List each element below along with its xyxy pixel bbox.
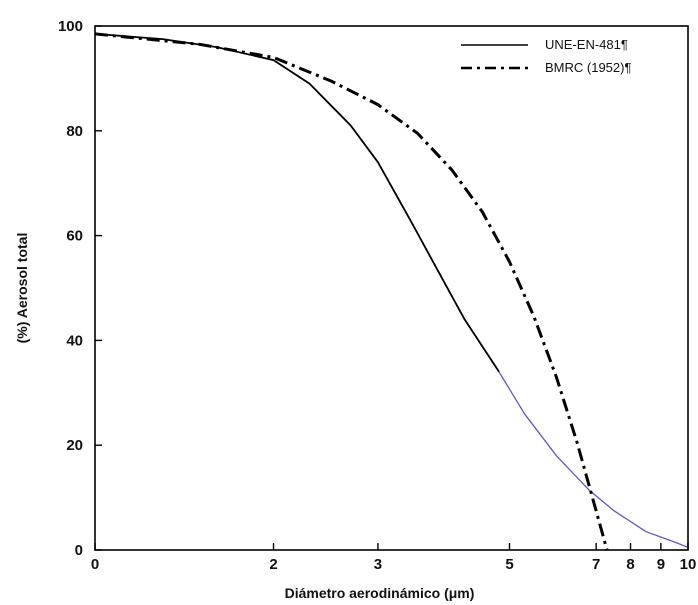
y-tick-label: 20 [66,437,83,454]
x-tick-label: 5 [505,556,513,573]
x-tick-label: 2 [269,556,277,573]
series-layer [94,32,689,551]
y-tick-label: 0 [75,542,83,559]
legend-label: BMRC (1952)¶ [545,60,631,75]
y-axis-title: (%) Aerosol total [14,233,30,344]
x-tick-label: 10 [680,556,697,573]
y-tick-label: 60 [66,228,83,245]
series-bmrc-1952-line [94,32,609,551]
plot-area-border [94,25,689,551]
legend: UNE-EN-481¶ BMRC (1952)¶ [461,37,631,75]
series-fitted-curve-line [94,33,689,549]
plot-frame [94,25,689,551]
ticks-layer: 0 20 40 60 80 100 0 2 3 5 7 8 9 10 [58,18,696,573]
x-tick-label: 7 [592,556,600,573]
series-une-en-481-line [94,33,500,373]
x-tick-label: 9 [657,556,665,573]
y-tick-label: 100 [58,18,83,35]
y-tick-label: 40 [66,332,83,349]
x-tick-label: 3 [374,556,382,573]
legend-label: UNE-EN-481¶ [545,37,628,52]
x-tick-label: 8 [626,556,634,573]
y-tick-label: 80 [66,123,83,140]
x-tick-label: 0 [91,556,99,573]
x-axis-title: Diámetro aerodinámico (μm) [285,585,475,601]
